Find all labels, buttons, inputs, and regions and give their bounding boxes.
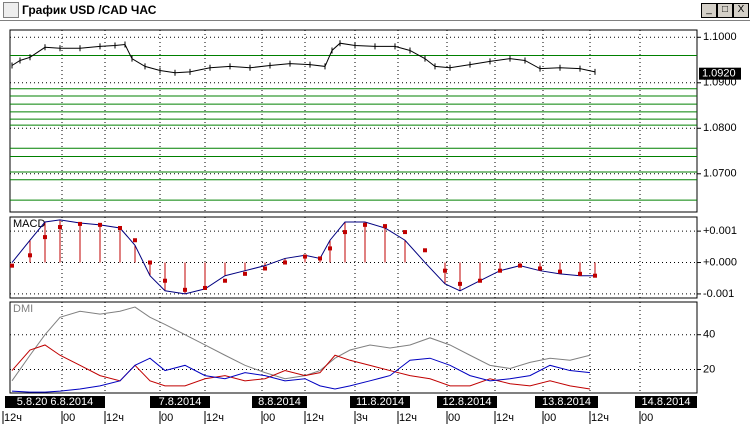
date-box — [252, 396, 307, 408]
signal-dot — [423, 248, 427, 253]
y-tick-label: 1.1000 — [703, 31, 737, 43]
date-box — [437, 396, 497, 408]
x-tick-label: 12ч — [4, 412, 22, 424]
signal-dot — [498, 268, 502, 273]
x-tick-label: 00 — [641, 412, 653, 424]
x-tick-label: 12ч — [106, 412, 124, 424]
y-tick-label: +0.000 — [703, 256, 737, 268]
signal-dot — [283, 260, 287, 265]
x-tick-label: 00 — [448, 412, 460, 424]
signal-dot — [383, 224, 387, 229]
dmi-line — [11, 357, 591, 393]
panel — [9, 301, 698, 394]
title-bar: График USD /CAD ЧАС _ □ X — [0, 0, 750, 21]
signal-dot — [78, 221, 82, 226]
signal-dot — [223, 278, 227, 283]
signal-dot — [578, 271, 582, 276]
signal-dot — [318, 256, 322, 261]
date-label: 8.8.2014 — [258, 396, 301, 408]
signal-dot — [538, 266, 542, 271]
panel — [9, 29, 698, 213]
panel — [9, 216, 698, 299]
window-title: График USD /CAD ЧАС — [22, 3, 157, 17]
signal-dot — [163, 278, 167, 283]
x-tick-label: 12ч — [496, 412, 514, 424]
signal-dot — [203, 285, 207, 290]
background — [0, 21, 750, 431]
date-box — [635, 396, 697, 408]
signal-dot — [303, 254, 307, 259]
indicator-title: MACD — [13, 218, 45, 230]
date-box — [150, 396, 210, 408]
y-tick-label: 1.0900 — [703, 77, 737, 89]
last-price: 1.0920 — [702, 68, 736, 80]
x-tick-label: 3ч — [356, 412, 368, 424]
icon — [3, 2, 19, 18]
x-tick-label: 12ч — [591, 412, 609, 424]
signal-dot — [263, 266, 267, 271]
date-box — [5, 396, 105, 408]
signal-dot — [243, 271, 247, 276]
signal-dot — [443, 268, 447, 273]
date-label: 11.8.2014 — [356, 396, 404, 408]
y-tick-label: 1.0700 — [703, 168, 737, 180]
y-tick-label: -0.001 — [703, 288, 734, 300]
x-tick-label: 00 — [63, 412, 75, 424]
x-tick-label: 00 — [263, 412, 275, 424]
x-tick-label: 12ч — [206, 412, 224, 424]
date-label: 13.8.2014 — [542, 396, 591, 408]
signal-dot — [58, 225, 62, 230]
signal-dot — [558, 269, 562, 274]
date-label: 12.8.2014 — [443, 396, 492, 408]
signal-dot — [10, 263, 14, 268]
signal-dot — [183, 287, 187, 292]
date-box — [350, 396, 410, 408]
x-tick-label: 00 — [544, 412, 556, 424]
signal-dot — [148, 260, 152, 265]
signal-dot — [328, 246, 332, 251]
date-label: 5.8.20 6.8.2014 — [17, 396, 93, 408]
x-tick-label: 00 — [161, 412, 173, 424]
last-price-box — [699, 67, 741, 80]
close[interactable]: X — [733, 3, 749, 18]
signal-dot — [478, 278, 482, 283]
signal-dot — [403, 230, 407, 235]
signal-dot — [118, 225, 122, 230]
minimize[interactable]: _ — [701, 3, 717, 18]
x-tick-label: 12ч — [399, 412, 417, 424]
signal-dot — [363, 222, 367, 227]
signal-dot — [593, 273, 597, 278]
y-tick-label: +0.001 — [703, 225, 737, 237]
signal-dot — [43, 235, 47, 240]
date-label: 14.8.2014 — [642, 396, 691, 408]
signal-dot — [28, 253, 32, 258]
date-label: 7.8.2014 — [159, 396, 202, 408]
y-tick-label: 20 — [703, 363, 715, 375]
y-tick-label: 1.0800 — [703, 122, 737, 134]
x-tick-label: 12ч — [306, 412, 324, 424]
dmi-line — [11, 306, 591, 382]
signal-dot — [343, 230, 347, 235]
indicator-title: DMI — [13, 303, 33, 315]
chart: 1.1000 1.0900 1.0800 1.0700 1.0920 +0.001 +0.0… — [0, 21, 750, 431]
date-box — [535, 396, 598, 408]
signal-dot — [133, 238, 137, 243]
y-tick-label: 40 — [703, 329, 715, 341]
signal-dot — [458, 281, 462, 286]
signal-dot — [518, 263, 522, 268]
maximize[interactable]: □ — [717, 3, 733, 18]
signal-dot — [98, 222, 102, 227]
price-line — [11, 42, 596, 74]
